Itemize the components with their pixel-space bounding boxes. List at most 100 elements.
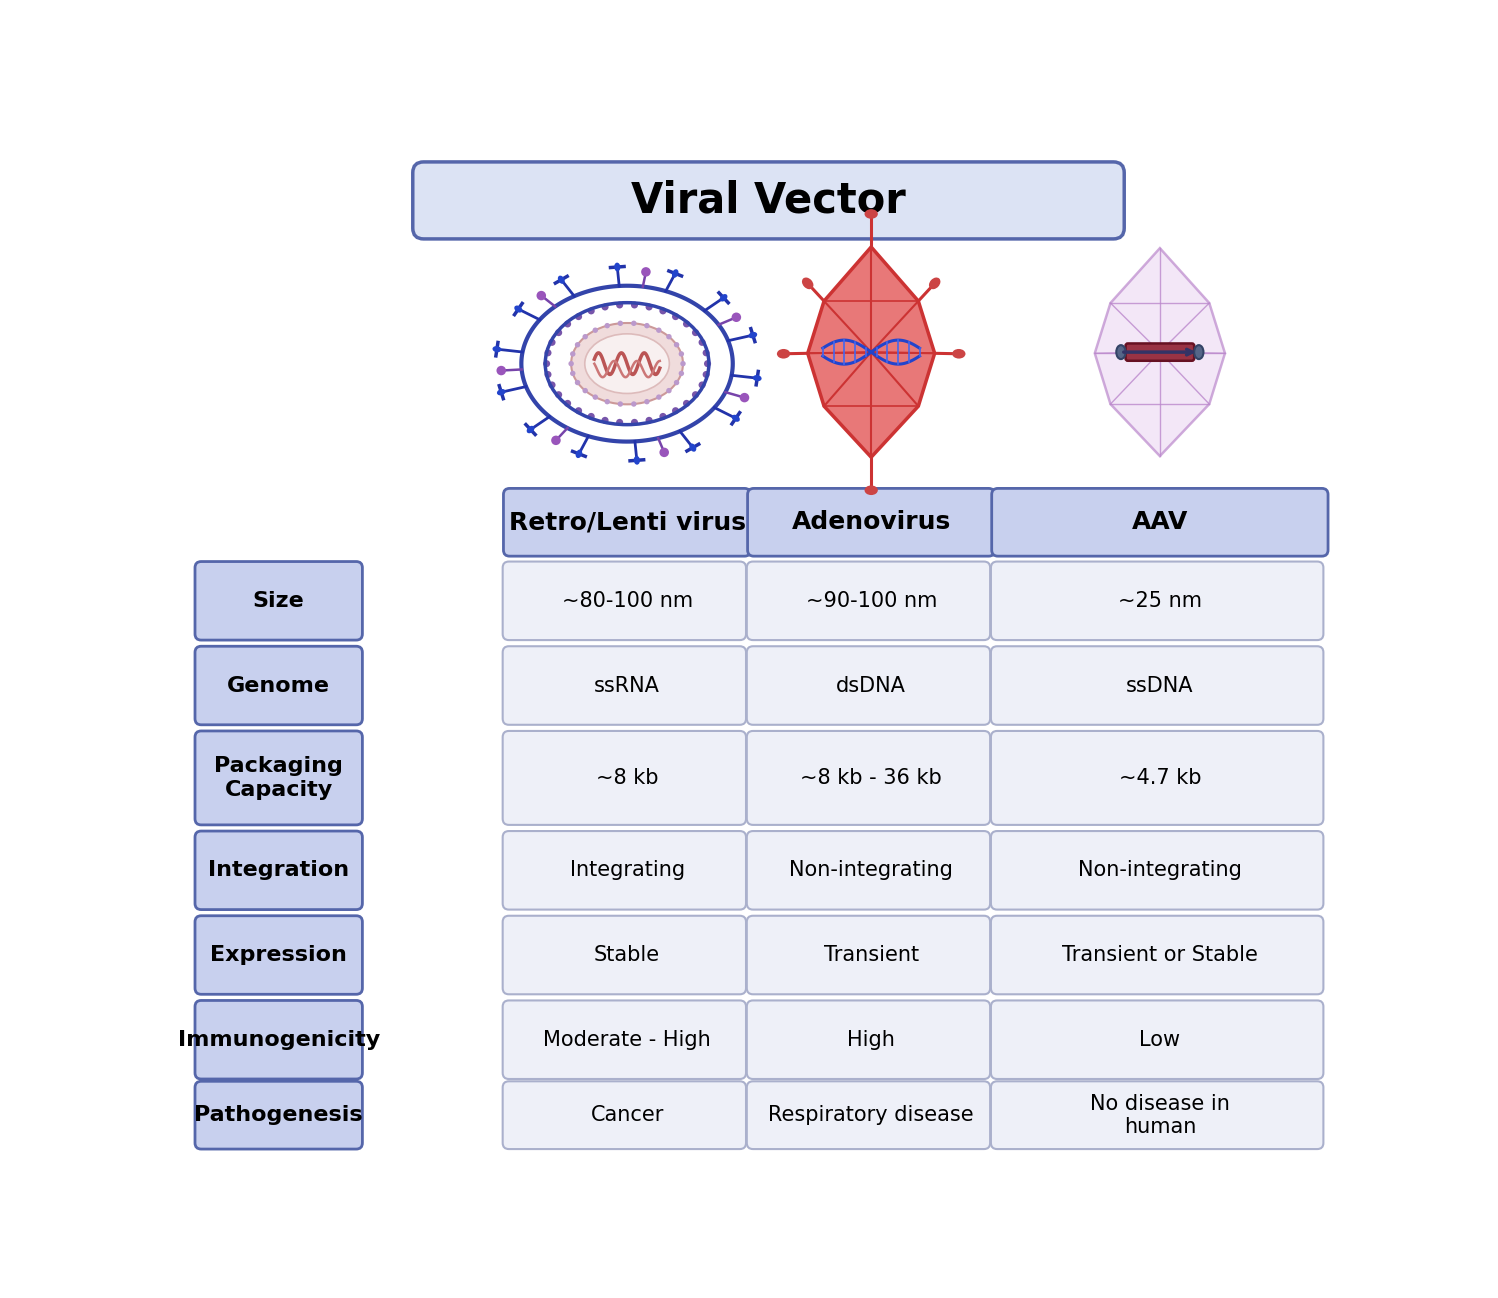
Circle shape [698,339,706,345]
FancyBboxPatch shape [990,562,1323,640]
Circle shape [565,400,571,406]
Circle shape [583,334,587,339]
Text: Size: Size [253,591,304,611]
Circle shape [544,371,551,378]
Circle shape [556,391,562,398]
Ellipse shape [557,275,565,284]
Ellipse shape [864,485,878,495]
FancyBboxPatch shape [195,831,363,910]
FancyBboxPatch shape [1125,344,1194,361]
Text: Non-integrating: Non-integrating [1079,861,1242,880]
Circle shape [656,395,662,400]
Ellipse shape [614,262,620,271]
FancyBboxPatch shape [990,1081,1323,1149]
Ellipse shape [953,349,966,358]
FancyBboxPatch shape [503,562,746,640]
Circle shape [673,313,679,321]
Circle shape [680,361,686,366]
FancyBboxPatch shape [748,646,990,724]
Circle shape [674,343,679,348]
Text: Transient or Stable: Transient or Stable [1062,945,1258,964]
Ellipse shape [1194,345,1203,360]
Circle shape [646,417,653,424]
Circle shape [646,304,653,310]
Circle shape [575,313,583,321]
Text: ~8 kb - 36 kb: ~8 kb - 36 kb [800,768,942,788]
Ellipse shape [584,334,670,393]
Circle shape [568,361,574,366]
Ellipse shape [929,278,941,289]
Text: AAV: AAV [1131,510,1188,535]
Circle shape [704,360,712,367]
Circle shape [616,301,623,309]
FancyBboxPatch shape [748,1001,990,1079]
Text: Non-integrating: Non-integrating [789,861,953,880]
Circle shape [548,339,556,345]
FancyBboxPatch shape [992,488,1329,556]
Polygon shape [807,247,935,457]
Ellipse shape [634,456,640,465]
Circle shape [575,343,580,348]
Circle shape [631,401,637,406]
Circle shape [683,400,691,406]
Circle shape [605,323,610,328]
Ellipse shape [497,389,506,396]
FancyBboxPatch shape [195,1081,363,1149]
Circle shape [587,413,595,421]
FancyBboxPatch shape [990,831,1323,910]
Ellipse shape [777,349,789,358]
Text: Adenovirus: Adenovirus [791,510,951,535]
Text: Integrating: Integrating [569,861,685,880]
Circle shape [659,308,667,314]
Circle shape [536,291,547,300]
Circle shape [496,366,506,375]
Circle shape [631,419,638,426]
Text: Transient: Transient [824,945,918,964]
Circle shape [556,330,562,336]
Circle shape [602,304,608,310]
Circle shape [602,417,608,424]
Circle shape [565,321,571,327]
Text: Viral Vector: Viral Vector [631,179,906,222]
FancyBboxPatch shape [413,162,1124,239]
Ellipse shape [673,269,679,278]
Text: Cancer: Cancer [590,1105,664,1125]
Ellipse shape [864,209,878,219]
Polygon shape [521,286,733,441]
Circle shape [692,391,700,398]
FancyBboxPatch shape [748,562,990,640]
Text: ~90-100 nm: ~90-100 nm [806,591,936,611]
Circle shape [659,413,667,421]
FancyBboxPatch shape [748,1081,990,1149]
FancyBboxPatch shape [990,1001,1323,1079]
FancyBboxPatch shape [748,731,990,826]
FancyBboxPatch shape [503,831,746,910]
FancyBboxPatch shape [195,1001,363,1079]
Circle shape [571,352,575,357]
Circle shape [644,398,650,405]
FancyBboxPatch shape [195,916,363,994]
Text: Immunogenicity: Immunogenicity [178,1029,380,1050]
Circle shape [674,380,679,386]
Ellipse shape [1116,345,1125,360]
Circle shape [644,323,650,328]
Text: ~4.7 kb: ~4.7 kb [1119,768,1201,788]
FancyBboxPatch shape [195,646,363,724]
Circle shape [617,401,623,406]
FancyBboxPatch shape [503,1081,746,1149]
Circle shape [656,327,662,332]
Text: Retro/Lenti virus: Retro/Lenti virus [508,510,746,535]
Circle shape [667,334,671,339]
Circle shape [544,349,551,357]
Circle shape [587,308,595,314]
FancyBboxPatch shape [195,562,363,640]
Ellipse shape [571,323,683,404]
Circle shape [740,393,749,402]
Text: ~25 nm: ~25 nm [1118,591,1201,611]
Ellipse shape [575,449,583,458]
Circle shape [631,321,637,326]
Circle shape [703,371,710,378]
Text: Genome: Genome [228,675,330,696]
Text: Expression: Expression [210,945,348,964]
Text: ~8 kb: ~8 kb [596,768,658,788]
